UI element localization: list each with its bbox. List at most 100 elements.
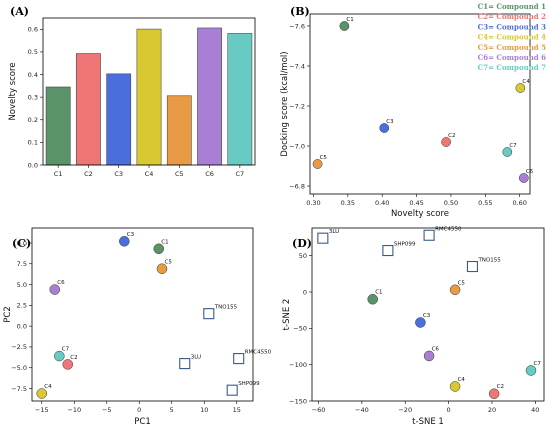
x-tick-label: C5 (175, 170, 184, 178)
point-label: C6 (526, 169, 534, 175)
point-label: C4 (458, 377, 466, 383)
y-tick-label: 50 (299, 252, 307, 260)
legend-entry-c6: C6= Compound 6 (478, 53, 546, 62)
reference-marker-shp099 (382, 244, 394, 257)
bar-c6 (197, 27, 222, 166)
legend-entry-c2: C2= Compound 2 (478, 12, 546, 21)
reference-label: RMC4550 (245, 350, 272, 356)
point-c4 (515, 83, 526, 93)
y-tick-label: 0 (303, 288, 307, 296)
y-tick-label: 0.1 (28, 139, 38, 147)
legend: C1= Compound 1C2= Compound 2C3= Compound… (478, 2, 546, 72)
x-tick-label: 0.30 (306, 199, 320, 207)
x-tick-label: −10 (67, 406, 81, 414)
reference-label: TNO155 (214, 305, 238, 311)
reference-label: SHP099 (394, 242, 416, 248)
x-tick-label: C3 (114, 170, 123, 178)
axes-frame (309, 13, 531, 195)
y-tick-label: 0.3 (28, 93, 38, 101)
point-label: C2 (70, 355, 77, 361)
panel-1: (B) 0.30 0.35 0.40 0.45 0.50 0.55 0.60 −7.6 −7.4 −… (280, 5, 534, 219)
x-tick-label: 0.35 (341, 199, 355, 207)
reference-label: TNO155 (477, 258, 501, 264)
y-tick-label: 0.0 (17, 322, 27, 330)
reference-marker-tno155 (466, 260, 478, 273)
x-tick-label: 0.60 (512, 199, 526, 207)
y-tick-label: 5.0 (17, 281, 27, 289)
point-c3 (379, 123, 390, 133)
axes-frame (31, 227, 254, 402)
point-c6 (49, 284, 60, 295)
point-label: C3 (127, 232, 135, 238)
y-tick-label: −7.2 (289, 102, 305, 110)
legend-entry-c5: C5= Compound 5 (478, 43, 546, 52)
reference-label: SHP099 (238, 381, 260, 387)
reference-marker-3lu (179, 358, 191, 370)
point-label: C4 (44, 384, 52, 390)
y-tick-label: −7.5 (11, 385, 27, 393)
x-tick-label: 20 (488, 406, 496, 414)
x-tick-label: C7 (236, 170, 245, 178)
y-axis-label: Novelty score (8, 62, 18, 120)
point-label: C2 (448, 133, 455, 139)
y-tick-label: 0.0 (28, 161, 38, 169)
bar-c2 (76, 53, 101, 166)
legend-entry-c3: C3= Compound 3 (478, 22, 546, 31)
reference-marker-rmc4550 (423, 229, 435, 241)
x-tick-label: 15 (233, 406, 241, 414)
x-tick-label: 0.40 (375, 199, 389, 207)
x-tick-label: −5 (102, 406, 112, 414)
x-tick-label: 0.45 (409, 199, 423, 207)
point-c2 (441, 137, 451, 147)
point-label: C3 (423, 313, 431, 319)
point-c5 (156, 263, 168, 275)
axes-frame (311, 227, 545, 402)
x-tick-label: −15 (35, 406, 49, 414)
x-tick-label: 0.50 (444, 199, 458, 207)
x-tick-label: C1 (54, 170, 63, 178)
legend-entry-c1: C1= Compound 1 (478, 2, 546, 11)
y-tick-label: 0.6 (28, 26, 38, 34)
point-label: C7 (533, 361, 541, 367)
axes-frame (42, 17, 256, 166)
reference-label: 3LU (191, 355, 201, 361)
x-tick-label: 0 (137, 406, 141, 414)
bar-c7 (227, 33, 253, 166)
x-tick-label: 10 (200, 406, 208, 414)
point-label: C4 (522, 79, 530, 85)
y-tick-label: −50 (293, 325, 307, 333)
panel-0: (A) C1 C2 C3 C4 C5 C6 C7 0.0 0.1 0.2 0.3 0.4 0.5 0.6 No… (8, 5, 256, 178)
bar-c3 (106, 73, 132, 166)
point-c5 (449, 284, 461, 296)
point-label: C5 (458, 280, 466, 286)
y-tick-label: −7.0 (289, 142, 305, 150)
y-tick-label: −5.0 (11, 364, 27, 372)
legend-entry-c7: C7= Compound 7 (478, 63, 546, 72)
y-tick-label: −7.4 (289, 62, 305, 70)
y-tick-label: 10.0 (13, 239, 27, 247)
point-c3 (415, 317, 426, 328)
panel-label: (B) (290, 5, 310, 18)
point-label: C6 (432, 346, 440, 352)
point-c1 (339, 21, 350, 31)
y-tick-label: −100 (289, 361, 307, 369)
point-c6 (423, 350, 435, 362)
bar-c4 (136, 28, 162, 166)
x-axis-label: PC1 (134, 417, 150, 427)
point-c4 (36, 388, 47, 399)
reference-marker-tno155 (203, 308, 215, 320)
x-tick-label: −20 (398, 406, 412, 414)
x-tick-label: 0 (447, 406, 451, 414)
x-tick-label: −40 (355, 406, 369, 414)
point-c1 (153, 243, 164, 255)
point-c7 (525, 365, 537, 376)
panel-label: (A) (10, 5, 29, 18)
point-c7 (502, 147, 513, 157)
panel-label: (D) (292, 237, 312, 250)
point-label: C7 (62, 347, 70, 353)
x-tick-label: −60 (312, 406, 326, 414)
x-tick-label: C6 (205, 170, 214, 178)
point-c2 (488, 388, 500, 399)
point-c5 (312, 159, 323, 169)
